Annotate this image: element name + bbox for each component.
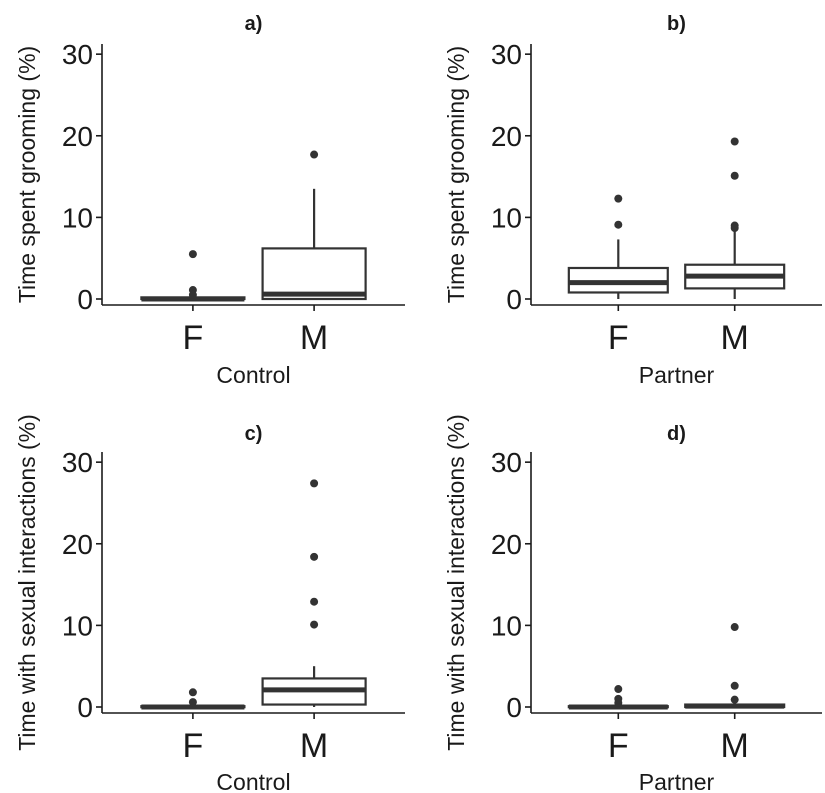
panel-title: b) [667, 13, 686, 35]
outlier-point [614, 194, 623, 203]
box-F [140, 688, 246, 710]
y-axis-label: Time with sexual interactions (%) [14, 414, 40, 751]
outlier-point [730, 681, 739, 690]
box-F [567, 685, 669, 710]
outlier-point [188, 290, 197, 299]
x-tick-label: M [721, 727, 749, 765]
panel-title: d) [667, 423, 686, 445]
y-tick-label: 10 [491, 610, 522, 641]
x-tick-label: F [608, 319, 629, 357]
x-tick-label: F [183, 727, 204, 765]
y-tick-label: 0 [506, 284, 522, 315]
outlier-point [188, 688, 197, 697]
outlier-point [614, 698, 623, 707]
box-F [140, 250, 246, 302]
x-tick-label: M [300, 319, 328, 357]
y-tick-label: 0 [506, 692, 522, 723]
outlier-point [310, 150, 319, 159]
box-M [684, 623, 786, 709]
outlier-point [188, 698, 197, 707]
y-tick-label: 20 [491, 121, 522, 152]
outlier-point [614, 220, 623, 229]
outlier-point [614, 685, 623, 694]
box-M [261, 150, 367, 301]
outlier-point [310, 552, 319, 561]
outlier-point [310, 597, 319, 606]
panel-title: c) [245, 423, 263, 445]
y-tick-label: 10 [491, 202, 522, 233]
y-axis-label: Time spent grooming (%) [443, 46, 469, 303]
outlier-point [730, 137, 739, 146]
outlier-point [310, 620, 319, 629]
outlier-point [730, 171, 739, 180]
outlier-point [310, 479, 319, 488]
panel-c: c) 0 10 20 30 F M Control Time with sexual inter… [14, 414, 405, 793]
x-tick-label: M [721, 319, 749, 357]
x-axis-label: Control [216, 362, 290, 388]
x-axis-label: Control [216, 769, 290, 793]
y-tick-label: 10 [62, 610, 93, 641]
y-tick-label: 20 [62, 529, 93, 560]
y-tick-label: 30 [491, 39, 522, 70]
y-tick-label: 30 [62, 447, 93, 478]
outlier-point [730, 223, 739, 232]
outlier-point [188, 250, 197, 259]
panel-a: a) 0 10 20 30 F M Control Time spent grooming (%… [14, 13, 405, 388]
y-axis-label: Time spent grooming (%) [14, 46, 40, 303]
box-M [261, 479, 367, 707]
box-F [567, 194, 669, 299]
box-body [261, 247, 367, 301]
y-tick-label: 0 [77, 692, 93, 723]
x-axis-label: Partner [639, 362, 715, 388]
box-M [684, 137, 786, 299]
y-tick-label: 20 [62, 121, 93, 152]
y-tick-label: 0 [77, 284, 93, 315]
y-tick-label: 20 [491, 529, 522, 560]
y-tick-label: 10 [62, 202, 93, 233]
outlier-point [730, 623, 739, 632]
y-tick-label: 30 [491, 447, 522, 478]
panel-title: a) [245, 13, 263, 35]
y-axis-label: Time with sexual interactions (%) [443, 414, 469, 751]
x-tick-label: F [608, 727, 629, 765]
y-tick-label: 30 [62, 39, 93, 70]
x-tick-label: M [300, 727, 328, 765]
outlier-point [730, 695, 739, 704]
x-axis-label: Partner [639, 769, 715, 793]
x-tick-label: F [183, 319, 204, 357]
